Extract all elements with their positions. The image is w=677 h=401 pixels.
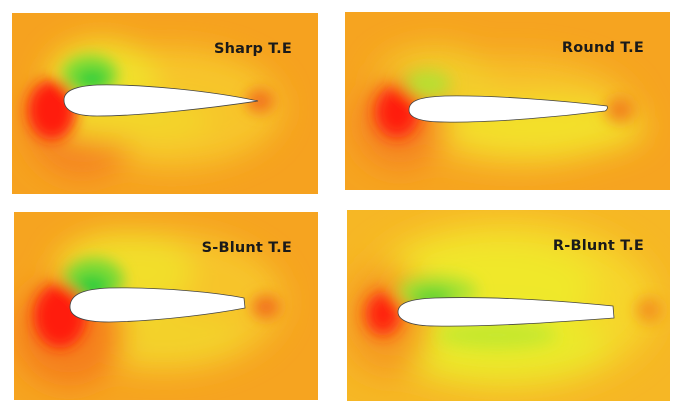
pressure-contour-plot — [12, 13, 318, 194]
panel-title: S-Blunt T.E — [201, 240, 292, 256]
pressure-contour-plot — [14, 212, 318, 400]
airfoil-shape — [408, 95, 608, 123]
pressure-contour-plot — [345, 12, 670, 190]
contour-panel-s-blunt-te: S-Blunt T.E — [14, 212, 318, 400]
panel-title: Round T.E — [561, 40, 644, 56]
pressure-contour-plot — [347, 210, 670, 401]
contour-panel-r-blunt-te: R-Blunt T.E — [347, 210, 670, 401]
contour-panel-round-te: Round T.E — [345, 12, 670, 190]
airfoil-shape — [69, 287, 246, 323]
airfoil-shape — [63, 84, 259, 117]
airfoil-shape — [397, 297, 615, 327]
panel-title: R-Blunt T.E — [552, 238, 644, 254]
panel-title: Sharp T.E — [213, 41, 292, 57]
contour-panel-sharp-te: Sharp T.E — [12, 13, 318, 194]
